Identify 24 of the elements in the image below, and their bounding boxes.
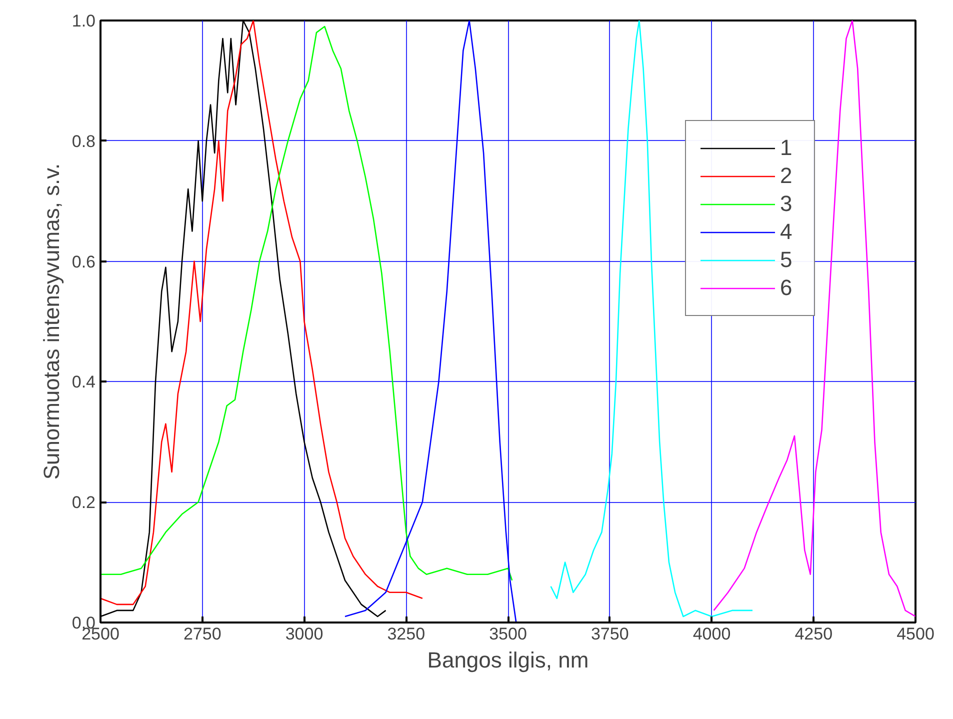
x-tick-label: 3500 xyxy=(489,624,527,644)
x-tick-label: 4250 xyxy=(794,624,833,644)
x-axis-title: Bangos ilgis, nm xyxy=(427,648,589,672)
legend-label: 6 xyxy=(780,275,794,301)
y-tick-label: 0.8 xyxy=(72,132,96,151)
legend-label: 5 xyxy=(780,247,794,273)
legend-label: 3 xyxy=(780,191,794,217)
y-tick-label: 1.0 xyxy=(72,12,96,30)
y-axis-title: Sunormuotas intensyvumas, s.v. xyxy=(38,163,64,480)
y-tick-label: 0.6 xyxy=(72,252,96,272)
x-tick-label: 2750 xyxy=(183,624,222,644)
x-tick-label: 3000 xyxy=(285,624,324,644)
x-tick-label: 3250 xyxy=(387,624,426,644)
x-tick-label: 4500 xyxy=(896,624,934,644)
line-series xyxy=(550,20,754,618)
y-tick-label: 0.2 xyxy=(72,493,96,512)
y-tick-label: 0.4 xyxy=(72,372,96,392)
legend-label: 2 xyxy=(780,163,794,189)
x-tick-label: 3750 xyxy=(590,624,629,644)
line-series xyxy=(713,20,916,618)
line-series xyxy=(100,26,513,582)
legend-label: 4 xyxy=(780,219,794,245)
legend-label: 1 xyxy=(780,135,794,161)
x-tick-label: 4000 xyxy=(692,624,731,644)
